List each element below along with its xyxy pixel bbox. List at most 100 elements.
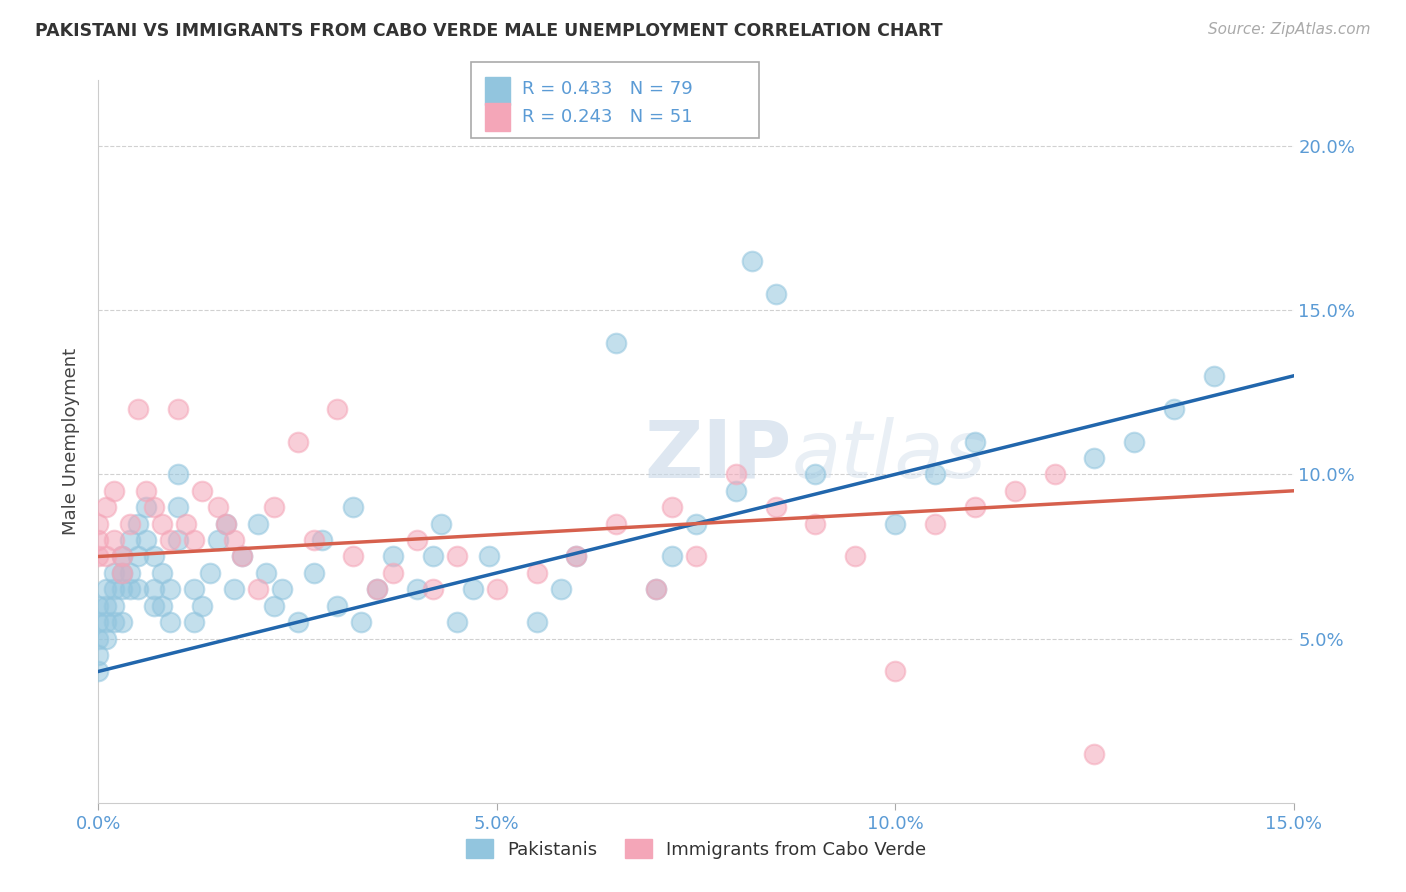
Point — [127, 582, 149, 597]
Point — [685, 549, 707, 564]
Point — [246, 582, 269, 597]
Point — [924, 467, 946, 482]
Point — [215, 516, 238, 531]
Point — [198, 566, 221, 580]
Point — [111, 615, 134, 630]
Point — [406, 582, 429, 597]
Point — [645, 582, 668, 597]
Point — [342, 549, 364, 564]
Point — [804, 516, 827, 531]
Point — [422, 549, 444, 564]
Point — [167, 401, 190, 416]
Point — [565, 549, 588, 564]
Point — [605, 336, 627, 351]
Point — [741, 253, 763, 268]
Point — [103, 599, 125, 613]
Point — [884, 665, 907, 679]
Point — [87, 516, 110, 531]
Point — [96, 582, 118, 597]
Point — [963, 434, 986, 449]
Point — [159, 533, 181, 547]
Point — [96, 599, 118, 613]
Point — [111, 549, 134, 564]
Point — [87, 533, 110, 547]
Point — [87, 599, 110, 613]
Point — [167, 467, 190, 482]
Point — [263, 500, 285, 515]
Point — [183, 533, 205, 547]
Point — [685, 516, 707, 531]
Point — [461, 582, 484, 597]
Point — [96, 632, 118, 646]
Point — [183, 615, 205, 630]
Point — [150, 566, 173, 580]
Point — [174, 516, 197, 531]
Point — [246, 516, 269, 531]
Point — [103, 566, 125, 580]
Point — [526, 566, 548, 580]
Point — [159, 615, 181, 630]
Point — [1123, 434, 1146, 449]
Point — [103, 533, 125, 547]
Point — [605, 516, 627, 531]
Point — [326, 401, 349, 416]
Point — [724, 483, 747, 498]
Point — [191, 483, 214, 498]
Point — [366, 582, 388, 597]
Point — [87, 648, 110, 662]
Point — [254, 566, 277, 580]
Point — [135, 483, 157, 498]
Point — [120, 582, 142, 597]
Point — [1004, 483, 1026, 498]
Point — [430, 516, 453, 531]
Point — [207, 500, 229, 515]
Point — [167, 500, 190, 515]
Point — [526, 615, 548, 630]
Point — [270, 582, 292, 597]
Point — [222, 533, 245, 547]
Point — [87, 665, 110, 679]
Point — [382, 549, 405, 564]
Point — [96, 549, 118, 564]
Point — [135, 533, 157, 547]
Point — [222, 582, 245, 597]
Point — [311, 533, 333, 547]
Point — [96, 615, 118, 630]
Point — [150, 516, 173, 531]
Point — [342, 500, 364, 515]
Point — [645, 582, 668, 597]
Point — [884, 516, 907, 531]
Point — [302, 533, 325, 547]
Legend: Pakistanis, Immigrants from Cabo Verde: Pakistanis, Immigrants from Cabo Verde — [458, 832, 934, 866]
Point — [167, 533, 190, 547]
Point — [143, 582, 166, 597]
Point — [120, 566, 142, 580]
Text: R = 0.433   N = 79: R = 0.433 N = 79 — [522, 80, 692, 98]
Point — [103, 582, 125, 597]
Point — [111, 582, 134, 597]
Point — [127, 401, 149, 416]
Point — [924, 516, 946, 531]
Point — [1202, 368, 1225, 383]
Point — [150, 599, 173, 613]
Point — [765, 500, 787, 515]
Point — [963, 500, 986, 515]
Point — [96, 500, 118, 515]
Point — [159, 582, 181, 597]
Point — [183, 582, 205, 597]
Point — [1163, 401, 1185, 416]
Point — [111, 549, 134, 564]
Point — [103, 615, 125, 630]
Point — [263, 599, 285, 613]
Point — [191, 599, 214, 613]
Point — [87, 632, 110, 646]
Point — [111, 566, 134, 580]
Point — [1083, 450, 1105, 465]
Point — [127, 516, 149, 531]
Point — [143, 599, 166, 613]
Point — [661, 549, 683, 564]
Point — [724, 467, 747, 482]
Point — [446, 549, 468, 564]
Point — [478, 549, 501, 564]
Y-axis label: Male Unemployment: Male Unemployment — [62, 348, 80, 535]
